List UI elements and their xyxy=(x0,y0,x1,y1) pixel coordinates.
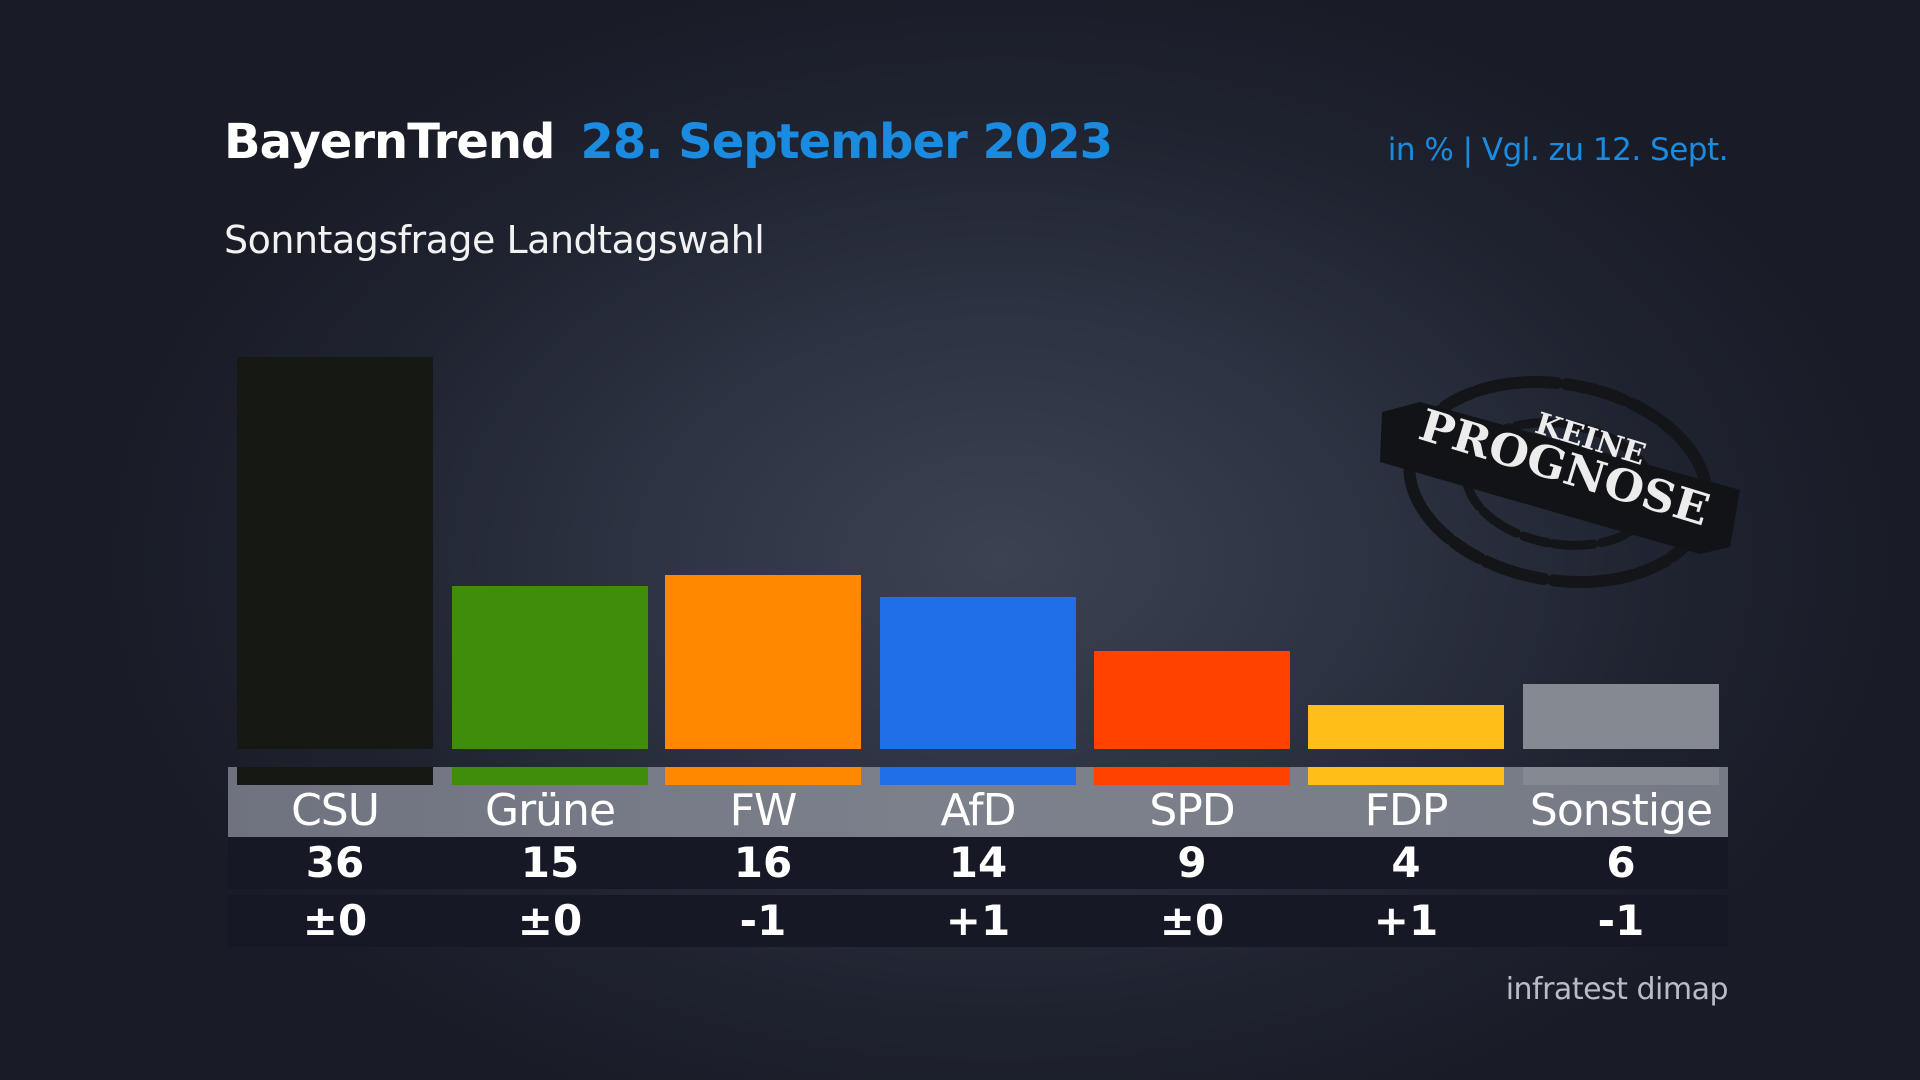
party-name: Grüne xyxy=(484,785,616,836)
party-color-chip xyxy=(452,767,648,785)
chart-date: 28. September 2023 xyxy=(580,114,1113,170)
party-name: FW xyxy=(729,785,798,836)
party-column: Grüne xyxy=(452,767,648,837)
party-column: CSU xyxy=(237,767,433,837)
bar-spd xyxy=(1094,651,1290,749)
party-column: AfD xyxy=(880,767,1076,837)
bar-csu xyxy=(237,357,433,749)
bar-fw xyxy=(665,575,861,749)
party-change: +1 xyxy=(1373,896,1439,945)
keine-prognose-stamp-icon: KEINE PROGNOSE xyxy=(1380,376,1740,588)
party-color-chip xyxy=(237,767,433,785)
unit-note: in % | Vgl. zu 12. Sept. xyxy=(1387,132,1729,168)
bar-fdp xyxy=(1308,705,1504,749)
party-color-chip xyxy=(1094,767,1290,785)
party-name: SPD xyxy=(1149,785,1235,836)
party-name: Sonstige xyxy=(1529,785,1713,836)
bar-sonstige xyxy=(1523,684,1719,749)
party-change: +1 xyxy=(945,896,1011,945)
party-color-chip xyxy=(1523,767,1719,785)
title-row: BayernTrend 28. September 2023 xyxy=(224,114,1113,170)
party-value: 16 xyxy=(733,838,793,887)
party-name: FDP xyxy=(1364,785,1449,836)
party-label-strip: CSU Grüne FW AfD SPD FDP Sonstige xyxy=(228,767,1728,837)
changes-row: ±0 ±0 -1 +1 ±0 +1 -1 xyxy=(228,895,1728,947)
party-name: CSU xyxy=(291,785,380,836)
party-change: ±0 xyxy=(1159,896,1225,945)
bar-afd xyxy=(880,597,1076,749)
party-column: FDP xyxy=(1308,767,1504,837)
values-row: 36 15 16 14 9 4 6 xyxy=(228,837,1728,889)
bar-plot-area xyxy=(228,340,1728,749)
party-value: 9 xyxy=(1177,838,1207,887)
party-color-chip xyxy=(880,767,1076,785)
party-column: Sonstige xyxy=(1523,767,1719,837)
source-label: infratest dimap xyxy=(1505,972,1729,1007)
party-change: -1 xyxy=(1597,896,1645,945)
party-value: 36 xyxy=(305,838,365,887)
party-value: 15 xyxy=(520,838,580,887)
party-value: 4 xyxy=(1391,838,1421,887)
party-name: AfD xyxy=(940,785,1017,836)
party-value: 6 xyxy=(1606,838,1636,887)
party-column: SPD xyxy=(1094,767,1290,837)
party-change: ±0 xyxy=(302,896,368,945)
party-value: 14 xyxy=(948,838,1008,887)
bar-grüne xyxy=(452,586,648,749)
party-column: FW xyxy=(665,767,861,837)
chart-subtitle: Sonntagsfrage Landtagswahl xyxy=(224,218,765,262)
results-table: CSU Grüne FW AfD SPD FDP Sonstige 36 15 16 14 9 4 6 … xyxy=(228,767,1728,947)
party-color-chip xyxy=(665,767,861,785)
chart-title: BayernTrend xyxy=(224,114,555,170)
party-change: ±0 xyxy=(517,896,583,945)
party-color-chip xyxy=(1308,767,1504,785)
party-change: -1 xyxy=(739,896,787,945)
